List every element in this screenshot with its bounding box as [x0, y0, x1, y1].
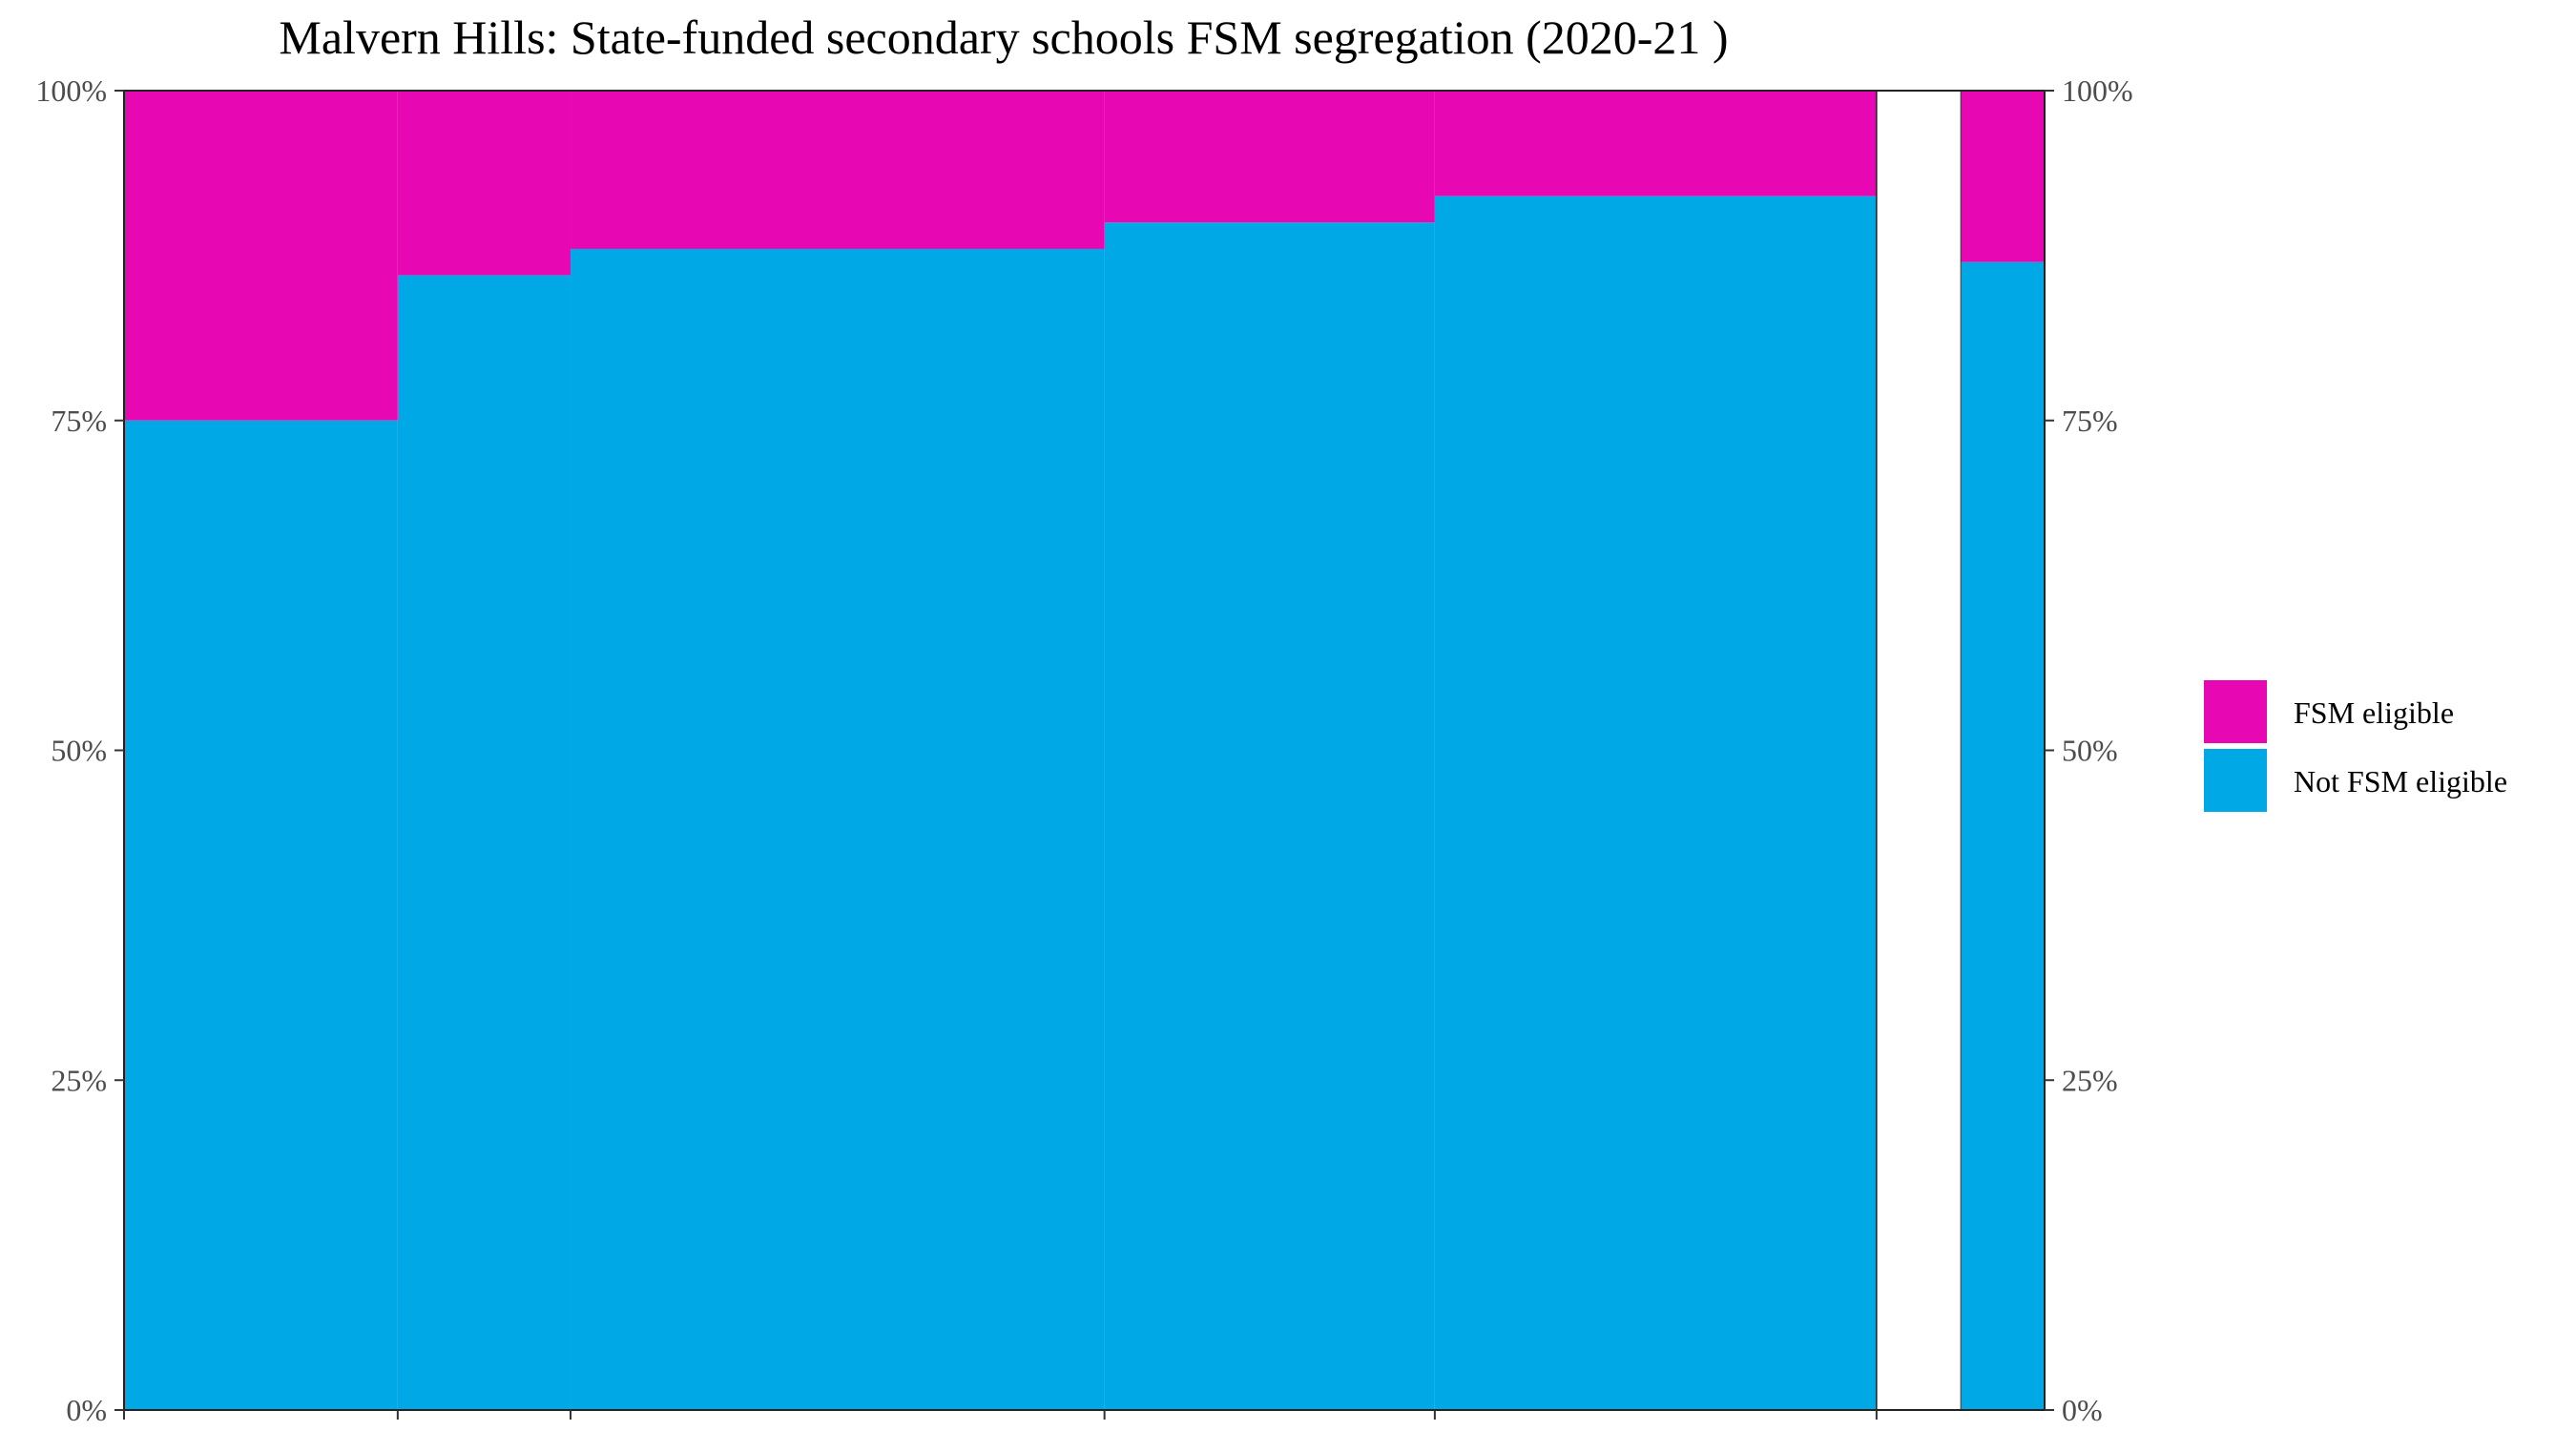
gap-region	[1876, 90, 1963, 1411]
plot-area: 0% 0% 25% 25% 50% 50% 75% 75% 100% 100%	[35, 73, 2132, 1427]
legend-swatch-fsm	[2204, 680, 2267, 743]
bar-fsm-school-4	[1104, 91, 1435, 223]
y-tick-label-left: 0%	[66, 1393, 107, 1427]
bar-not-fsm-school-3	[571, 248, 1105, 1411]
y-tick-label-right: 50%	[2062, 734, 2118, 768]
bar-fsm-school-5	[1434, 91, 1877, 197]
y-tick-label-right: 25%	[2062, 1063, 2118, 1097]
bar-not-fsm-total	[1961, 261, 2045, 1410]
legend-swatch-not-fsm	[2204, 749, 2267, 812]
y-tick-label-left: 100%	[35, 73, 107, 108]
chart-title: Malvern Hills: State-funded secondary sc…	[279, 10, 1728, 64]
legend-label-fsm: FSM eligible	[2294, 695, 2454, 730]
y-tick-label-right: 0%	[2062, 1393, 2103, 1427]
legend-label-not-fsm: Not FSM eligible	[2294, 764, 2507, 798]
bar-not-fsm-school-4	[1104, 222, 1435, 1410]
y-tick-label-left: 25%	[51, 1063, 107, 1097]
y-tick-label-left: 50%	[51, 734, 107, 768]
bar-fsm-school-2	[397, 91, 571, 276]
bar-not-fsm-school-2	[397, 275, 571, 1410]
bar-not-fsm-school-1	[124, 420, 398, 1410]
bar-fsm-school-1	[124, 91, 398, 421]
y-tick-label-left: 75%	[51, 404, 107, 438]
y-tick-label-right: 100%	[2062, 73, 2133, 108]
y-tick-label-right: 75%	[2062, 404, 2118, 438]
legend: FSM eligible Not FSM eligible	[2204, 680, 2507, 812]
bar-fsm-total	[1961, 91, 2045, 262]
bar-not-fsm-school-5	[1434, 196, 1877, 1410]
bar-fsm-school-3	[571, 91, 1105, 249]
